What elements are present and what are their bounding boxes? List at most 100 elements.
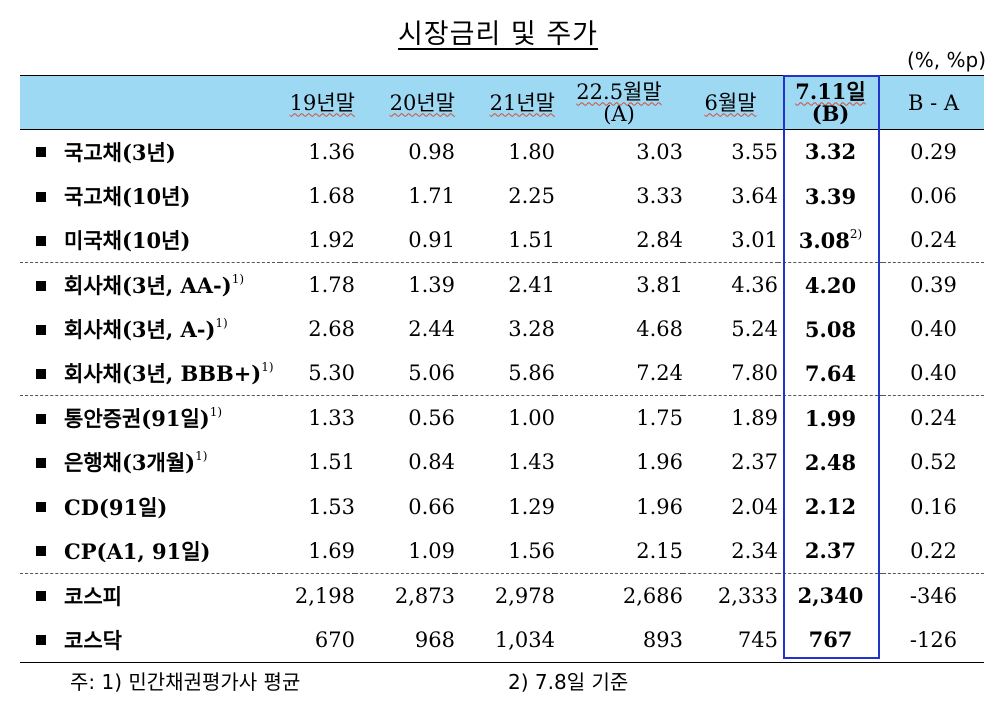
value-cell: 1.92 [308,228,355,253]
value-cell: 2.04 [731,494,778,519]
value-cell: 2.41 [455,262,555,308]
table-row: 회사채(3년, BBB+)1) 5.30 5.06 5.86 7.24 7.80 7.64 0… [20,351,984,395]
value-cell: 1.75 [555,395,683,441]
value-cell: 5.30 [308,361,355,386]
value-cell: 7.24 [636,361,683,386]
header-item [20,75,280,130]
value-cell: 1.51 [308,450,355,475]
bullet-icon [36,546,46,557]
table-row: 코스닥 670 968 1,034 893 745 767 -126 [20,617,984,663]
diff-cell: 0.29 [910,139,957,164]
value-cell: 0.98 [408,139,455,164]
header-row: 19년말 20년말 21년말 22.5월말 (A) 6월말 7.11일 (B) B … [20,75,984,130]
header-20: 20년말 [355,75,455,130]
bullet-icon [36,191,46,202]
current-value-cell: 767 [778,617,883,663]
bullet-icon [36,635,46,646]
row-label: 회사채(3년, BBB+)1) [20,351,280,395]
row-label: 미국채(10년) [20,218,280,262]
row-label: 코스피 [20,572,280,618]
current-value-cell: 3.32 [804,139,857,165]
value-cell: 1,034 [455,617,555,663]
row-label: 코스닥 [20,617,280,663]
value-cell: 7.80 [731,361,778,386]
diff-cell: 0.16 [910,494,957,519]
value-cell: 2,873 [355,572,455,618]
value-cell: 3.03 [636,139,683,164]
bullet-icon [36,591,46,602]
table-row: 은행채(3개월)1) 1.51 0.84 1.43 1.96 2.37 2.48 0.52 [20,440,984,484]
table-row: 미국채(10년) 1.92 0.91 1.51 2.84 3.01 3.082) 0.24 [20,218,984,262]
value-cell: 1.43 [508,450,555,475]
table-row: CD(91일) 1.53 0.66 1.29 1.96 2.04 2.12 0.16 [20,485,984,529]
diff-cell: 0.24 [883,395,984,441]
table-row: 국고채(10년) 1.68 1.71 2.25 3.33 3.64 3.39 0.06 [20,174,984,218]
row-label: 회사채(3년, A-)1) [20,307,280,351]
diff-cell: 0.40 [910,361,957,386]
value-cell: 3.55 [731,139,778,164]
diff-cell: 0.52 [910,450,957,475]
current-value-cell: 3.082) [798,226,863,253]
bullet-icon [36,502,46,513]
bullet-icon [36,457,46,468]
value-cell: 1.96 [636,494,683,519]
value-cell: 2.84 [636,228,683,253]
value-cell: 2,686 [555,572,683,618]
current-value-cell: 2,340 [778,572,883,618]
header-19: 19년말 [280,75,355,130]
value-cell: 1.53 [308,494,355,519]
value-cell: 2.37 [731,450,778,475]
value-cell: 2,978 [455,572,555,618]
value-cell: 1.00 [455,395,555,441]
value-cell: 1.78 [280,262,355,308]
current-value-cell: 2.37 [804,538,857,564]
value-cell: 968 [355,617,455,663]
value-cell: 1.33 [280,395,355,441]
row-label: 국고채(3년) [20,130,280,174]
diff-cell: 0.39 [883,262,984,308]
header-jun: 6월말 [683,75,778,130]
current-value-cell: 4.20 [778,262,883,308]
bullet-icon [36,280,46,291]
value-cell: 2,333 [683,572,778,618]
value-cell: 4.36 [683,262,778,308]
current-value-cell: 5.08 [804,316,857,342]
value-cell: 1.39 [355,262,455,308]
value-cell: 1.56 [508,538,555,563]
diff-cell: 0.40 [910,317,957,342]
value-cell: 3.81 [555,262,683,308]
value-cell: 0.56 [355,395,455,441]
value-cell: 1.29 [508,494,555,519]
value-cell: 2.25 [508,184,555,209]
current-value-cell: 2.12 [804,494,857,520]
value-cell: 4.68 [636,317,683,342]
unit-label: (%, %p) [906,48,986,72]
row-label: CD(91일) [20,485,280,529]
bullet-icon [36,368,46,379]
value-cell: 2,198 [280,572,355,618]
value-cell: 1.69 [308,538,355,563]
value-cell: 2.44 [408,317,455,342]
diff-cell: -126 [883,617,984,663]
bullet-icon [36,147,46,158]
value-cell: 1.71 [408,184,455,209]
current-value-cell: 3.39 [804,183,857,209]
bullet-icon [36,235,46,246]
row-label: 회사채(3년, AA-)1) [20,262,280,308]
value-cell: 3.33 [636,184,683,209]
value-cell: 1.68 [308,184,355,209]
value-cell: 2.34 [731,538,778,563]
value-cell: 5.06 [408,361,455,386]
diff-cell: 0.24 [910,228,957,253]
value-cell: 0.66 [408,494,455,519]
current-value-cell: 1.99 [778,395,883,441]
value-cell: 0.84 [408,450,455,475]
value-cell: 1.96 [636,450,683,475]
row-label: CP(A1, 91일) [20,529,280,573]
value-cell: 1.36 [308,139,355,164]
value-cell: 3.64 [731,184,778,209]
rates-table: 19년말 20년말 21년말 22.5월말 (A) 6월말 7.11일 (B) B … [20,75,984,663]
row-label: 은행채(3개월)1) [20,440,280,484]
header-may: 22.5월말 (A) [555,75,683,130]
value-cell: 2.68 [308,317,355,342]
